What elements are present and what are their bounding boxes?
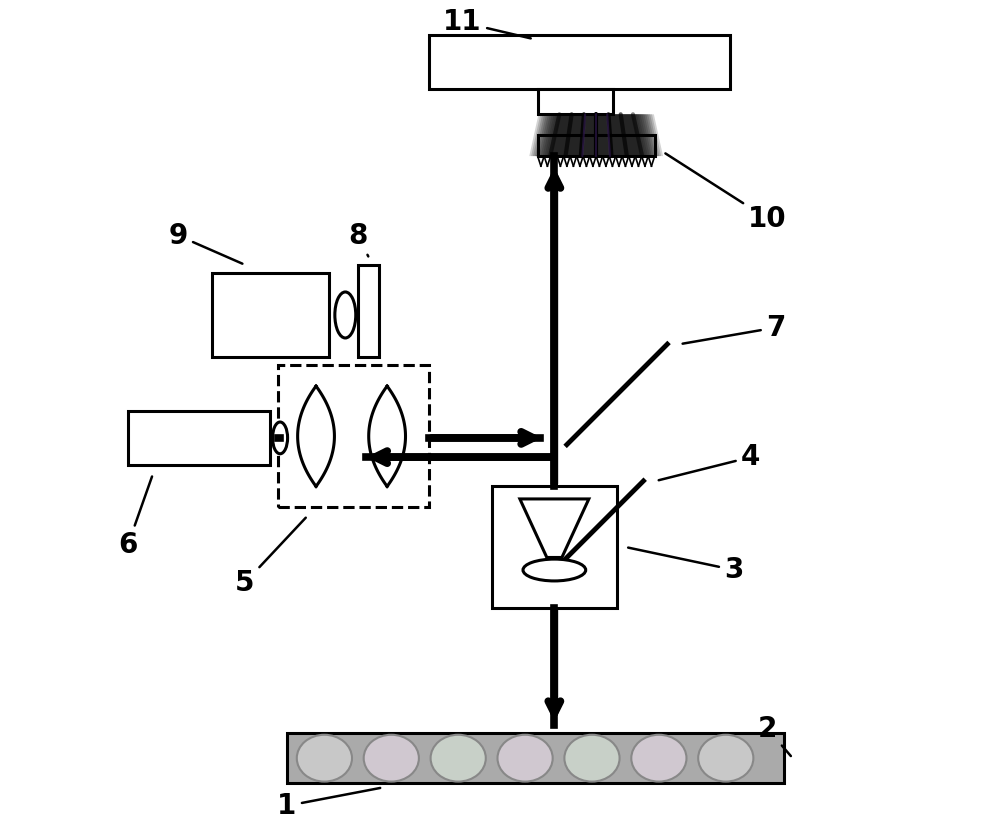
Polygon shape bbox=[543, 114, 650, 156]
Bar bbox=[128, 411, 270, 466]
Ellipse shape bbox=[297, 735, 352, 782]
Text: 1: 1 bbox=[277, 788, 380, 820]
Text: 2: 2 bbox=[758, 715, 791, 756]
Text: 6: 6 bbox=[118, 477, 152, 559]
Bar bbox=[278, 365, 429, 508]
Polygon shape bbox=[546, 114, 646, 156]
Ellipse shape bbox=[698, 735, 753, 782]
Polygon shape bbox=[548, 114, 644, 156]
Polygon shape bbox=[531, 114, 661, 156]
Ellipse shape bbox=[523, 559, 586, 581]
Polygon shape bbox=[535, 114, 657, 156]
Text: 5: 5 bbox=[235, 518, 306, 597]
Text: 9: 9 bbox=[168, 221, 242, 263]
Polygon shape bbox=[544, 114, 648, 156]
Ellipse shape bbox=[273, 422, 288, 454]
Ellipse shape bbox=[364, 735, 419, 782]
Polygon shape bbox=[520, 499, 589, 557]
Text: 3: 3 bbox=[628, 548, 744, 584]
Polygon shape bbox=[533, 114, 659, 156]
Polygon shape bbox=[537, 114, 655, 156]
Text: 8: 8 bbox=[348, 221, 368, 257]
Bar bbox=[538, 135, 655, 156]
Bar bbox=[212, 274, 329, 357]
Bar bbox=[492, 487, 617, 607]
Ellipse shape bbox=[497, 735, 553, 782]
Ellipse shape bbox=[564, 735, 620, 782]
Ellipse shape bbox=[631, 735, 686, 782]
Polygon shape bbox=[529, 114, 663, 156]
Bar bbox=[538, 89, 613, 114]
Text: 11: 11 bbox=[443, 8, 531, 39]
Polygon shape bbox=[550, 114, 642, 156]
Text: 10: 10 bbox=[665, 154, 787, 232]
Bar bbox=[429, 35, 730, 89]
Bar bbox=[358, 265, 379, 357]
Text: 4: 4 bbox=[659, 443, 761, 480]
Polygon shape bbox=[541, 114, 652, 156]
Ellipse shape bbox=[431, 735, 486, 782]
Ellipse shape bbox=[335, 292, 356, 338]
Bar bbox=[287, 733, 784, 784]
Text: 7: 7 bbox=[683, 314, 786, 344]
Polygon shape bbox=[539, 114, 654, 156]
